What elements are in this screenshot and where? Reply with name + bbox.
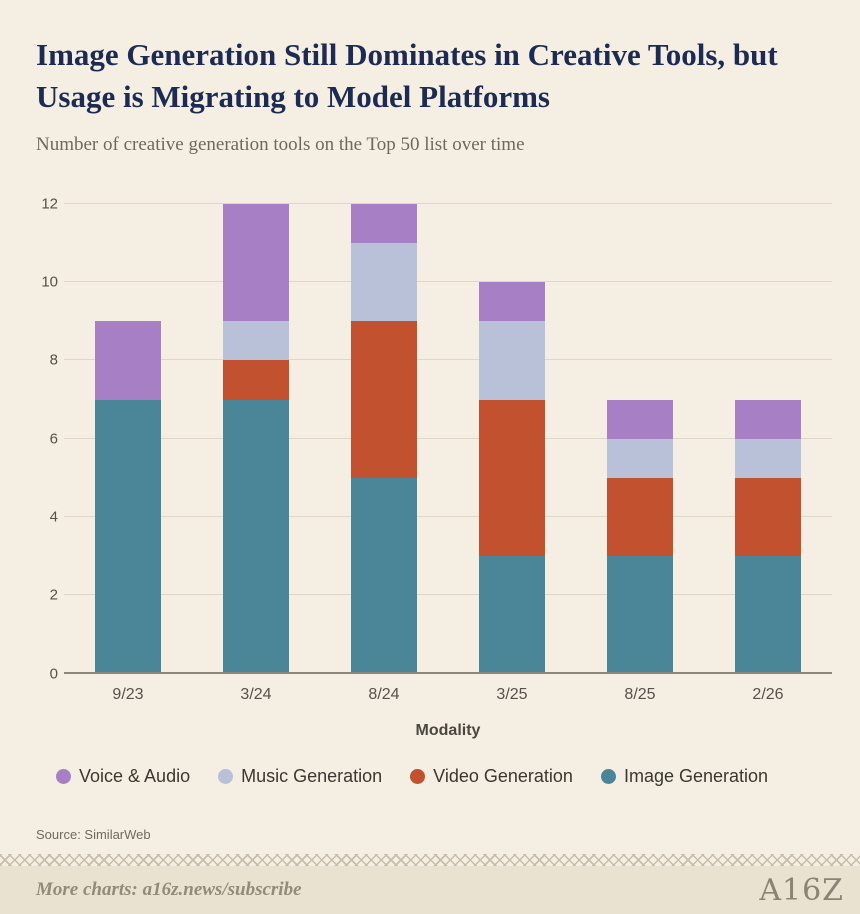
bar-segment — [735, 438, 801, 478]
bars — [64, 203, 832, 674]
bar-segment — [479, 282, 545, 322]
y-tick-label: 0 — [49, 665, 58, 683]
legend-dot-icon — [218, 768, 234, 784]
bar-segment — [351, 477, 417, 674]
x-tick-label: 3/25 — [496, 685, 528, 703]
gridline — [64, 281, 832, 283]
bar-segment — [479, 556, 545, 674]
x-tick-label: 2/26 — [752, 685, 784, 703]
decorative-separator — [0, 854, 860, 866]
bar-segment — [479, 321, 545, 400]
bar-8/25 — [607, 204, 673, 674]
chart-card: Image Generation Still Dominates in Crea… — [36, 37, 832, 842]
plot-area — [64, 202, 832, 674]
legend: Voice & Audio Music Generation Video Gener… — [56, 766, 832, 787]
stacked-bar-chart: 0 2 4 6 8 10 12 9/23 3/24 8/24 3/25 8/25 2/26 Modal… — [36, 195, 832, 740]
legend-label: Image Generation — [623, 765, 769, 786]
x-tick-label: 8/25 — [624, 685, 656, 703]
legend-item: Music Generation — [218, 766, 382, 787]
bar-segment — [223, 203, 289, 322]
bar-segment — [607, 399, 673, 439]
bar-segment — [479, 399, 545, 557]
bar-segment — [223, 360, 289, 400]
bar-segment — [223, 399, 289, 674]
legend-item: Voice & Audio — [56, 766, 190, 787]
gridline — [64, 202, 832, 204]
bar-segment — [95, 399, 161, 674]
y-tick-label: 12 — [41, 195, 58, 213]
gridline — [64, 594, 832, 596]
bar-segment — [223, 321, 289, 361]
legend-label: Video Generation — [433, 765, 573, 786]
bar-9/23 — [95, 204, 161, 674]
x-tick-label: 9/23 — [112, 685, 144, 703]
more-charts-text: More charts: a16z.news/subscribe — [36, 879, 302, 900]
legend-label: Music Generation — [241, 765, 383, 786]
gridline — [64, 437, 832, 439]
y-tick-label: 2 — [49, 586, 58, 604]
gridline — [64, 359, 832, 361]
bar-3/25 — [479, 204, 545, 674]
y-tick-label: 6 — [49, 430, 58, 448]
bar-3/24 — [223, 203, 289, 674]
x-tick-label: 8/24 — [368, 685, 400, 703]
x-axis-title: Modality — [415, 721, 481, 739]
legend-item: Video Generation — [410, 766, 573, 787]
source-note: Source: SimilarWeb — [36, 826, 151, 842]
bar-8/24 — [351, 203, 417, 674]
gridline — [64, 516, 832, 518]
y-tick-label: 10 — [41, 273, 58, 291]
bar-segment — [351, 203, 417, 243]
a16z-logo: A16Z — [759, 872, 844, 908]
legend-item: Image Generation — [600, 765, 769, 787]
bar-segment — [351, 321, 417, 478]
bar-segment — [351, 242, 417, 322]
x-axis: 9/23 3/24 8/24 3/25 8/25 2/26 — [64, 686, 832, 704]
x-axis-baseline — [64, 671, 832, 674]
bar-2/26 — [735, 204, 801, 674]
bar-segment — [735, 556, 801, 674]
legend-dot-icon — [410, 768, 426, 784]
legend-dot-icon — [56, 768, 71, 784]
x-tick-label: 3/24 — [240, 685, 272, 703]
page-subtitle: Number of creative generation tools on t… — [36, 133, 525, 155]
footer-band: More charts: a16z.news/subscribe A16Z — [0, 866, 860, 914]
legend-label: Voice & Audio — [79, 765, 191, 786]
bar-segment — [95, 321, 161, 400]
page-title: Image Generation Still Dominates in Crea… — [36, 37, 778, 114]
bar-segment — [735, 477, 801, 557]
plot-column: 9/23 3/24 8/24 3/25 8/25 2/26 Modality — [64, 202, 832, 740]
bar-segment — [607, 477, 673, 557]
y-tick-label: 8 — [49, 351, 58, 369]
bar-segment — [735, 399, 801, 439]
bar-segment — [607, 556, 673, 674]
y-axis: 0 2 4 6 8 10 12 — [36, 195, 58, 682]
bar-segment — [607, 438, 673, 478]
y-tick-label: 4 — [49, 508, 58, 526]
legend-dot-icon — [600, 768, 616, 784]
